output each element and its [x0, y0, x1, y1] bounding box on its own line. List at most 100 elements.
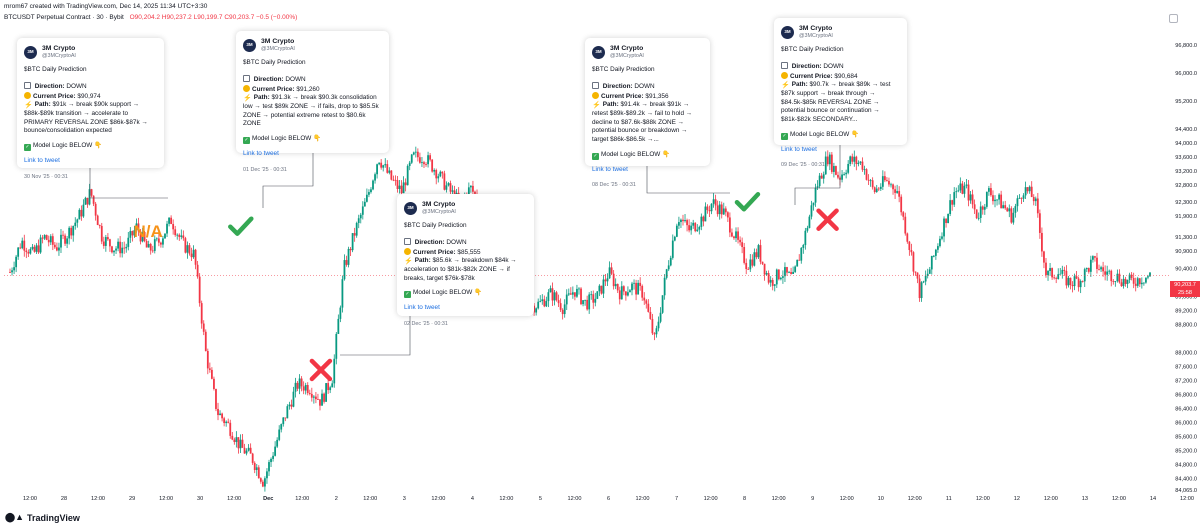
candle-body [943, 218, 945, 237]
tradingview-logo[interactable]: ⬤▲ TradingView [5, 512, 80, 523]
candle-body [973, 204, 976, 210]
price-tick-label: 96,800.0 [1175, 43, 1197, 49]
candle-body [302, 386, 305, 391]
candle-body [341, 279, 344, 308]
candle-body [53, 244, 56, 248]
candle-body [92, 195, 95, 204]
candle-body [761, 261, 764, 264]
candle-body [947, 213, 950, 223]
candle-body [1085, 268, 1088, 270]
candle-body [276, 439, 279, 447]
candle-body [684, 220, 686, 222]
candle-body [688, 225, 691, 231]
candle-body [708, 210, 711, 212]
candle-body [1102, 267, 1104, 272]
candle-body [23, 240, 26, 251]
candle-body [378, 162, 381, 165]
candle-body [296, 382, 299, 389]
candle-body [890, 184, 892, 186]
candle-body [802, 245, 805, 248]
candle-body [826, 156, 829, 165]
card-date: 09 Dec '25 · 00:31 [781, 162, 825, 169]
time-tick-label: 12:00 [840, 496, 854, 502]
candle-body [951, 200, 954, 205]
candle-body [1059, 273, 1062, 275]
path-label: Path: [791, 81, 808, 89]
candle-body [257, 467, 260, 479]
price-value: $85,555 [457, 248, 481, 256]
candle-body [977, 217, 980, 219]
author-handle: @3MCryptoAI [42, 53, 76, 60]
candle-body [698, 226, 701, 230]
candle-body [94, 203, 97, 216]
time-tick-label: 2 [335, 496, 338, 502]
candle-body [433, 170, 436, 172]
candle-body [675, 225, 678, 237]
candle-body [1081, 281, 1084, 282]
candle-body [845, 172, 848, 175]
candle-body [622, 286, 625, 292]
path-value: $85.6k → breakdown $84k → acceleration t… [404, 257, 517, 282]
candle-body [932, 255, 935, 257]
tweet-link[interactable]: Link to tweet [24, 156, 60, 164]
candle-body [1041, 232, 1043, 252]
time-tick-label: 12:00 [431, 496, 445, 502]
candle-body [853, 156, 856, 162]
candle-body [266, 471, 268, 479]
direction-value: DOWN [446, 239, 467, 247]
candle-body [319, 399, 321, 406]
candle-body [264, 478, 266, 487]
candle-body [580, 288, 582, 305]
time-tick-label: 12 [1014, 496, 1020, 502]
price-tick-label: 91,300.0 [1175, 235, 1197, 241]
time-tick-label: 12:00 [567, 496, 581, 502]
candle-body [388, 170, 391, 173]
candle-body [104, 237, 107, 246]
candle-body [763, 263, 766, 275]
candle-body [1106, 271, 1109, 275]
candle-body [586, 299, 589, 310]
candle-body [245, 450, 248, 454]
candle-body [857, 162, 860, 165]
tweet-link[interactable]: Link to tweet [243, 149, 279, 157]
candle-body [726, 212, 729, 218]
candle-body [1147, 276, 1149, 278]
candle-body [1094, 256, 1096, 258]
tweet-link[interactable]: Link to tweet [781, 145, 817, 153]
candle-body [849, 156, 852, 164]
candle-body [449, 183, 452, 192]
candle-body [62, 234, 64, 236]
time-tick-label: 12:00 [295, 496, 309, 502]
candle-body [361, 206, 364, 215]
time-tick-label: 11 [946, 496, 952, 502]
candle-body [425, 164, 427, 165]
candle-body [249, 447, 252, 454]
candle-body [987, 188, 990, 192]
candle-body [370, 189, 372, 193]
candle-body [166, 223, 168, 234]
candle-body [678, 222, 680, 226]
prediction-card-08dec: 3M 3M Crypto @3MCryptoAI $BTC Daily Pred… [585, 38, 710, 188]
card-title: $BTC Daily Prediction [24, 66, 87, 74]
candle-body [629, 290, 631, 293]
tweet-link[interactable]: Link to tweet [592, 165, 628, 173]
candle-body [841, 174, 843, 180]
time-tick-label: 12:00 [363, 496, 377, 502]
card-date: 01 Dec '25 · 00:31 [243, 166, 287, 173]
candle-body [1047, 271, 1049, 276]
chart-settings-icon[interactable] [1169, 14, 1178, 23]
candle-body [374, 174, 376, 181]
model-logic: Model Logic BELOW 👇 [33, 141, 103, 149]
candle-body [647, 303, 650, 312]
candle-body [469, 185, 472, 188]
tradingview-wordmark: TradingView [26, 512, 80, 523]
tweet-link[interactable]: Link to tweet [404, 304, 440, 312]
candle-body [633, 282, 635, 284]
candle-body [227, 421, 230, 423]
candle-body [13, 267, 15, 271]
current-price-value: 90,203.7 [1174, 282, 1196, 288]
price-value: $90,684 [834, 72, 858, 80]
candle-body [588, 294, 591, 310]
candle-body [1140, 282, 1143, 285]
